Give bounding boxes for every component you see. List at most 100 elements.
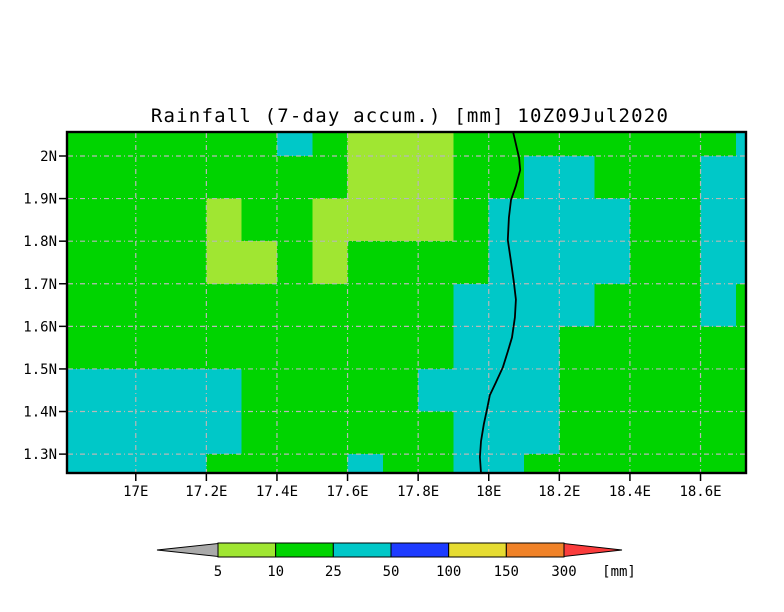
rain-cell [135,283,172,327]
rain-cell [100,326,136,369]
rain-cell [594,133,630,156]
rain-cell [418,326,454,369]
rain-cell [206,283,242,327]
rain-cell [700,133,736,156]
rain-cell [135,326,172,369]
rain-cell [276,283,313,327]
rain-cell [312,283,348,327]
y-tick-label: 1.3N [23,447,57,463]
y-axis-labels: 2N 1.9N 1.8N 1.7N 1.6N 1.5N 1.4N 1.3N [23,149,57,463]
legend-above-arrow [563,542,623,558]
rain-cell [629,198,666,242]
rain-cell [312,326,348,369]
rain-cell [418,368,454,412]
rain-cell [206,411,242,455]
rain-cell [665,454,701,472]
rain-cell [171,133,207,156]
x-tick-label: 17.6E [326,484,368,500]
y-tick-label: 1.7N [23,277,57,293]
rain-cell [276,411,313,455]
rain-cell [241,133,277,156]
rain-cell [135,411,172,455]
rain-cell [524,155,560,199]
rain-cell [135,198,172,242]
rain-cell [418,411,454,455]
plot-frame [65,130,748,475]
y-tick-label: 1.4N [23,405,57,421]
x-tick-label: 17.2E [185,484,227,500]
rain-cell [488,198,525,242]
rain-cell [171,326,207,369]
rain-cell [68,326,101,369]
rain-cell [418,241,454,284]
x-tick-label: 18.4E [609,484,651,500]
rain-cell [700,155,736,199]
rain-cell [347,326,383,369]
rain-cell [241,241,277,284]
rain-cell [735,326,745,369]
rain-cell [206,133,242,156]
rain-cell [68,454,101,472]
legend-segment [505,542,565,558]
rain-cell [524,368,560,412]
rain-cell [100,198,136,242]
rain-cell [524,133,560,156]
rain-cell [418,198,454,242]
rain-cell [171,454,207,472]
rain-cell [68,241,101,284]
rain-cell [206,368,242,412]
rain-cell [418,155,454,199]
rain-cell [418,133,454,156]
map-border-line [478,131,522,473]
rain-cell [206,454,242,472]
map-cells [68,133,745,472]
x-tick-label: 18E [476,484,501,500]
rain-cell [629,326,666,369]
rain-cell [171,368,207,412]
legend-threshold-label: 10 [267,564,284,580]
rain-cell [100,155,136,199]
rain-cell [559,326,595,369]
rain-cell [559,241,595,284]
rain-cell [276,198,313,242]
legend-threshold-label: 25 [325,564,342,580]
rain-cell [594,411,630,455]
rain-cell [382,368,419,412]
legend-segment [448,542,507,558]
rain-cell [559,283,595,327]
rain-cell [382,411,419,455]
rain-cell [241,411,277,455]
rain-cell [453,155,489,199]
rain-cell [524,454,560,472]
rain-cell [171,283,207,327]
rain-cell [559,133,595,156]
rain-cell [382,241,419,284]
rain-cell [559,155,595,199]
rain-cell [100,283,136,327]
rain-cell [629,133,666,156]
rain-cell [488,241,525,284]
rain-cell [68,368,101,412]
rain-cell [700,326,736,369]
rain-cell [453,198,489,242]
rain-cell [418,283,454,327]
legend-below-arrow [156,542,219,558]
rain-cell [206,326,242,369]
axis-ticks [59,155,702,481]
rain-cell [594,283,630,327]
rain-cell [665,368,701,412]
rain-cell [241,454,277,472]
legend-threshold-label: 150 [494,564,519,580]
rain-cell [735,133,745,156]
rain-cell [382,454,419,472]
rain-cell [100,454,136,472]
rain-cell [488,283,525,327]
rain-cell [171,198,207,242]
rain-cell [206,155,242,199]
legend-threshold-label: 5 [214,564,222,580]
rain-cell [276,133,313,156]
rain-cell [135,368,172,412]
rain-cell [347,133,383,156]
rain-cell [382,133,419,156]
rain-cell [241,326,277,369]
